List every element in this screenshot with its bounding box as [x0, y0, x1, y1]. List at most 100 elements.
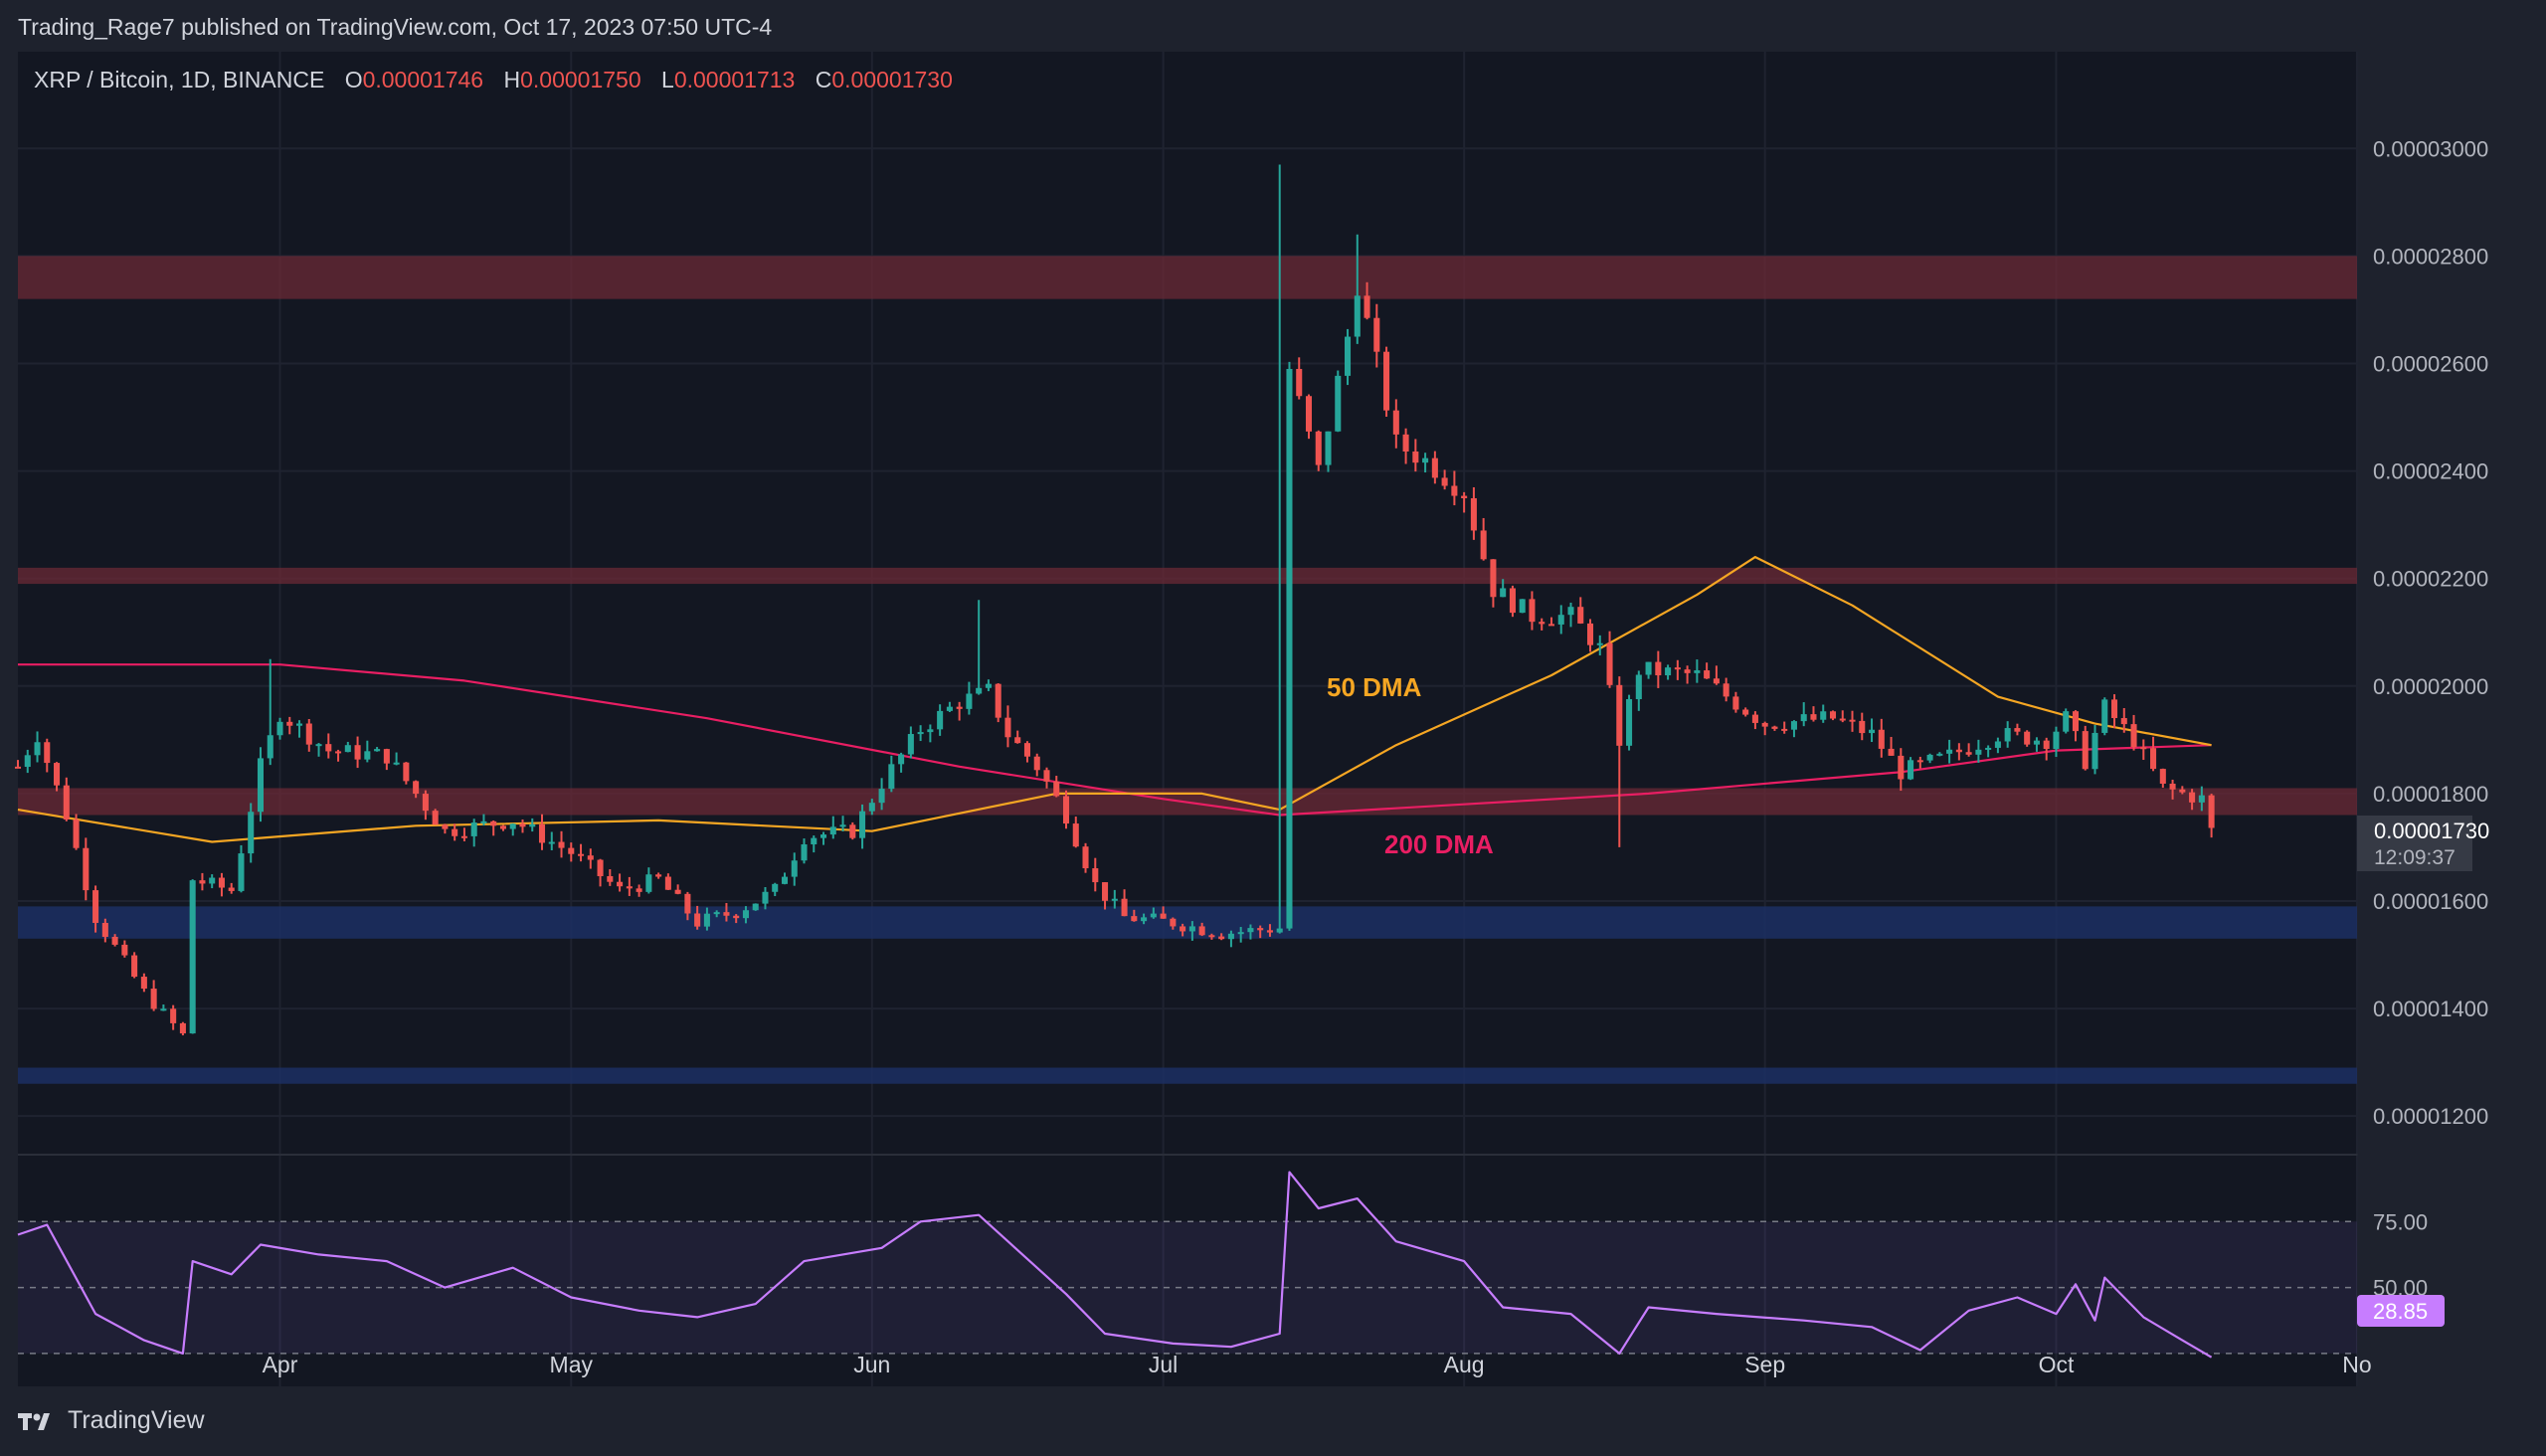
candle — [1315, 430, 1322, 471]
price-pane[interactable] — [18, 52, 2357, 1154]
candle — [490, 819, 497, 836]
candle — [645, 867, 652, 894]
candle — [1771, 725, 1778, 731]
candle-body — [1829, 711, 1837, 719]
candle-body — [752, 903, 759, 911]
candle-body — [111, 936, 118, 945]
candle-body — [1704, 670, 1711, 679]
candle — [1286, 361, 1293, 931]
candle-body — [1878, 729, 1885, 749]
candle-body — [1004, 717, 1011, 738]
candle — [664, 873, 671, 890]
candle — [1461, 491, 1468, 513]
candle-body — [24, 755, 31, 768]
candle-body — [432, 811, 439, 825]
time-tick-label: Sep — [1744, 1352, 1785, 1377]
candle-body — [801, 843, 808, 861]
candle-body — [839, 824, 846, 827]
candle — [1257, 925, 1264, 939]
candle — [2169, 779, 2176, 800]
legend-symbol: XRP / Bitcoin, 1D, BINANCE — [34, 67, 324, 92]
candle — [985, 679, 992, 691]
candle — [1713, 665, 1720, 685]
candle — [1908, 757, 1914, 781]
candle — [2091, 724, 2098, 775]
candle — [781, 872, 789, 885]
candle-body — [1810, 714, 1817, 720]
price-axis[interactable]: 0.00003000 0.00002800 0.00002600 0.00002400… — [2373, 136, 2488, 1300]
candle-body — [684, 893, 691, 914]
candle-body — [1315, 431, 1322, 465]
publish-header: Trading_Rage7 published on TradingView.c… — [18, 14, 773, 40]
candle — [1023, 741, 1030, 763]
candle — [2043, 737, 2050, 761]
candle — [374, 747, 381, 752]
candle — [160, 1004, 167, 1011]
price-tick-label: 0.00001400 — [2373, 997, 2488, 1021]
candle-body — [548, 841, 555, 844]
candle — [1180, 923, 1186, 937]
tradingview-footer[interactable]: TradingView — [18, 1406, 205, 1435]
candle — [626, 876, 633, 896]
candle — [2140, 739, 2147, 761]
candle — [73, 814, 80, 850]
candle-body — [1567, 607, 1574, 616]
candle — [2014, 723, 2021, 736]
candle — [762, 886, 769, 910]
candle — [1111, 889, 1118, 909]
candle — [1781, 721, 1788, 734]
candle — [1490, 559, 1497, 608]
candle-body — [917, 732, 924, 735]
legend-low: 0.00001713 — [674, 67, 796, 92]
candle-body — [1694, 670, 1701, 673]
candle-body — [1586, 623, 1594, 645]
candle-body — [305, 723, 312, 745]
candle — [548, 831, 555, 850]
candle — [801, 838, 808, 864]
legend-h-label: H — [503, 67, 520, 92]
candle-body — [150, 989, 157, 1009]
price-tick-label: 0.00001600 — [2373, 889, 2488, 914]
time-axis[interactable]: Apr May Jun Jul Aug Sep Oct No — [263, 1352, 2372, 1377]
candle — [1043, 767, 1050, 789]
candle — [24, 749, 31, 774]
candle — [63, 777, 70, 821]
candle-body — [1392, 410, 1399, 435]
candle — [1276, 164, 1283, 934]
candle-body — [1402, 434, 1409, 452]
candle — [1557, 605, 1564, 635]
candle — [92, 885, 99, 933]
candle-body — [1412, 451, 1419, 463]
candle — [1092, 857, 1099, 892]
candle — [927, 724, 934, 743]
candle — [403, 762, 410, 785]
candle-body — [723, 912, 730, 916]
candle-body — [2130, 724, 2137, 748]
candle — [44, 738, 51, 773]
time-tick-label: No — [2342, 1352, 2371, 1377]
candle — [1033, 753, 1040, 777]
candle-body — [587, 855, 594, 860]
candle-body — [413, 781, 420, 795]
candle — [1519, 599, 1526, 614]
candle-body — [1761, 722, 1768, 727]
candle-body — [1596, 642, 1603, 645]
candle-body — [985, 683, 992, 688]
candle-body — [2004, 728, 2011, 742]
candle-body — [1237, 932, 1244, 935]
candle — [684, 891, 691, 921]
candle — [480, 814, 487, 826]
candle-body — [1936, 753, 1943, 756]
candle — [1898, 748, 1905, 792]
candle — [1121, 889, 1128, 917]
legend-open: 0.00001746 — [363, 67, 484, 92]
candle — [1480, 517, 1487, 561]
candle-body — [1121, 898, 1128, 917]
candle-body — [2063, 711, 2070, 732]
candle — [315, 743, 322, 757]
candle — [101, 918, 108, 943]
candle-body — [1500, 588, 1507, 598]
candle — [209, 874, 216, 889]
candle — [422, 790, 429, 820]
